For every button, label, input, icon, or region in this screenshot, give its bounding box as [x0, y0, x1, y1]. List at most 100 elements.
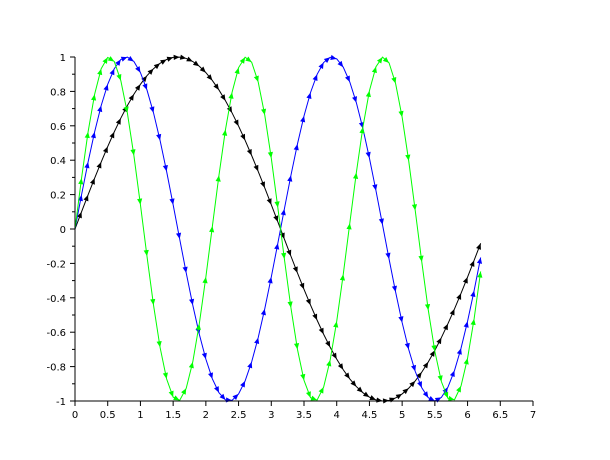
y-tick-label: 0.2	[50, 191, 66, 202]
data-point-marker	[130, 149, 136, 156]
data-point-marker	[330, 54, 337, 60]
data-point-marker	[300, 373, 306, 381]
data-point-marker	[293, 144, 299, 151]
data-point-marker	[76, 211, 82, 219]
x-tick-label: 2.5	[231, 410, 247, 421]
data-point-marker	[306, 92, 312, 99]
data-point-marker	[476, 257, 483, 264]
data-point-marker	[337, 363, 344, 370]
data-point-marker	[300, 115, 306, 123]
data-point-marker	[456, 293, 462, 300]
data-point-marker	[418, 255, 424, 262]
data-point-marker	[102, 57, 108, 64]
data-point-marker	[147, 68, 154, 75]
data-point-marker	[228, 92, 234, 99]
x-tick-label: 6.5	[492, 410, 508, 421]
data-point-marker	[225, 397, 233, 403]
data-point-marker	[372, 184, 378, 191]
data-point-marker	[337, 60, 344, 68]
data-point-marker	[96, 162, 102, 169]
data-point-marker	[266, 198, 272, 205]
data-point-marker	[103, 84, 109, 91]
x-tick-label: 5.5	[427, 410, 443, 421]
x-tick-label: 1	[137, 410, 143, 421]
data-point-marker	[90, 131, 96, 139]
x-tick-label: 0	[72, 410, 78, 421]
data-point-marker	[90, 178, 95, 185]
data-point-marker	[195, 323, 201, 331]
data-point-marker	[115, 59, 121, 66]
data-point-marker	[267, 151, 273, 159]
data-point-marker	[267, 277, 273, 284]
data-point-marker	[116, 74, 122, 81]
data-point-marker	[160, 59, 167, 65]
data-point-marker	[143, 249, 149, 257]
data-point-marker	[318, 62, 324, 70]
data-point-marker	[274, 243, 280, 250]
data-point-marker	[476, 243, 481, 250]
data-point-marker	[120, 56, 128, 62]
data-point-marker	[422, 391, 429, 398]
data-point-marker	[162, 372, 168, 379]
data-point-marker	[186, 56, 193, 62]
data-point-marker	[331, 352, 337, 360]
data-point-marker	[326, 360, 332, 367]
data-point-marker	[240, 133, 246, 141]
data-point-marker	[214, 386, 219, 393]
data-point-marker	[109, 68, 115, 76]
data-point-marker	[312, 313, 318, 321]
data-point-marker	[456, 385, 462, 393]
data-point-marker	[189, 298, 195, 306]
data-point-marker	[463, 321, 469, 328]
data-point-marker	[431, 345, 437, 352]
x-tick-label: 0.5	[100, 410, 116, 421]
data-point-marker	[318, 327, 324, 335]
data-point-marker	[417, 381, 422, 388]
data-point-marker	[409, 380, 416, 388]
data-point-marker	[365, 90, 371, 98]
data-point-marker	[376, 57, 383, 64]
data-point-marker	[181, 388, 187, 395]
data-point-marker	[434, 397, 442, 403]
data-point-marker	[356, 386, 363, 393]
data-point-marker	[149, 106, 155, 113]
data-point-marker	[292, 266, 298, 273]
data-point-marker	[405, 154, 411, 161]
y-tick-label: 1	[60, 53, 66, 64]
data-point-marker	[456, 348, 462, 355]
data-point-marker	[173, 395, 180, 401]
y-tick-label: -0.2	[46, 259, 66, 270]
data-point-marker	[168, 390, 174, 398]
data-point-marker	[449, 370, 455, 378]
data-point-marker	[179, 54, 187, 60]
data-point-marker	[102, 146, 108, 154]
data-point-marker	[209, 226, 215, 233]
data-point-marker	[422, 361, 429, 369]
data-point-marker	[436, 337, 442, 345]
data-point-marker	[305, 391, 311, 398]
data-point-marker	[83, 194, 89, 202]
data-point-marker	[78, 178, 84, 185]
data-point-marker	[166, 56, 174, 62]
data-point-marker	[470, 318, 476, 326]
data-point-marker	[352, 172, 359, 179]
data-point-marker	[169, 198, 175, 205]
data-point-marker	[402, 388, 409, 395]
x-tick-label: 3	[268, 410, 274, 421]
data-point-marker	[134, 84, 141, 91]
data-point-marker	[245, 56, 252, 63]
y-tick-label: 0	[60, 225, 66, 236]
data-point-marker	[246, 148, 252, 156]
data-point-marker	[273, 215, 279, 222]
data-point-marker	[448, 395, 455, 401]
x-tick-label: 7	[530, 410, 536, 421]
series-line	[74, 56, 482, 402]
data-point-marker	[206, 74, 213, 81]
data-point-marker	[428, 395, 435, 401]
data-point-marker	[135, 66, 141, 73]
data-point-marker	[333, 321, 339, 328]
data-point-marker	[213, 83, 219, 90]
data-point-marker	[385, 252, 391, 259]
x-tick-label: 1.5	[165, 410, 181, 421]
